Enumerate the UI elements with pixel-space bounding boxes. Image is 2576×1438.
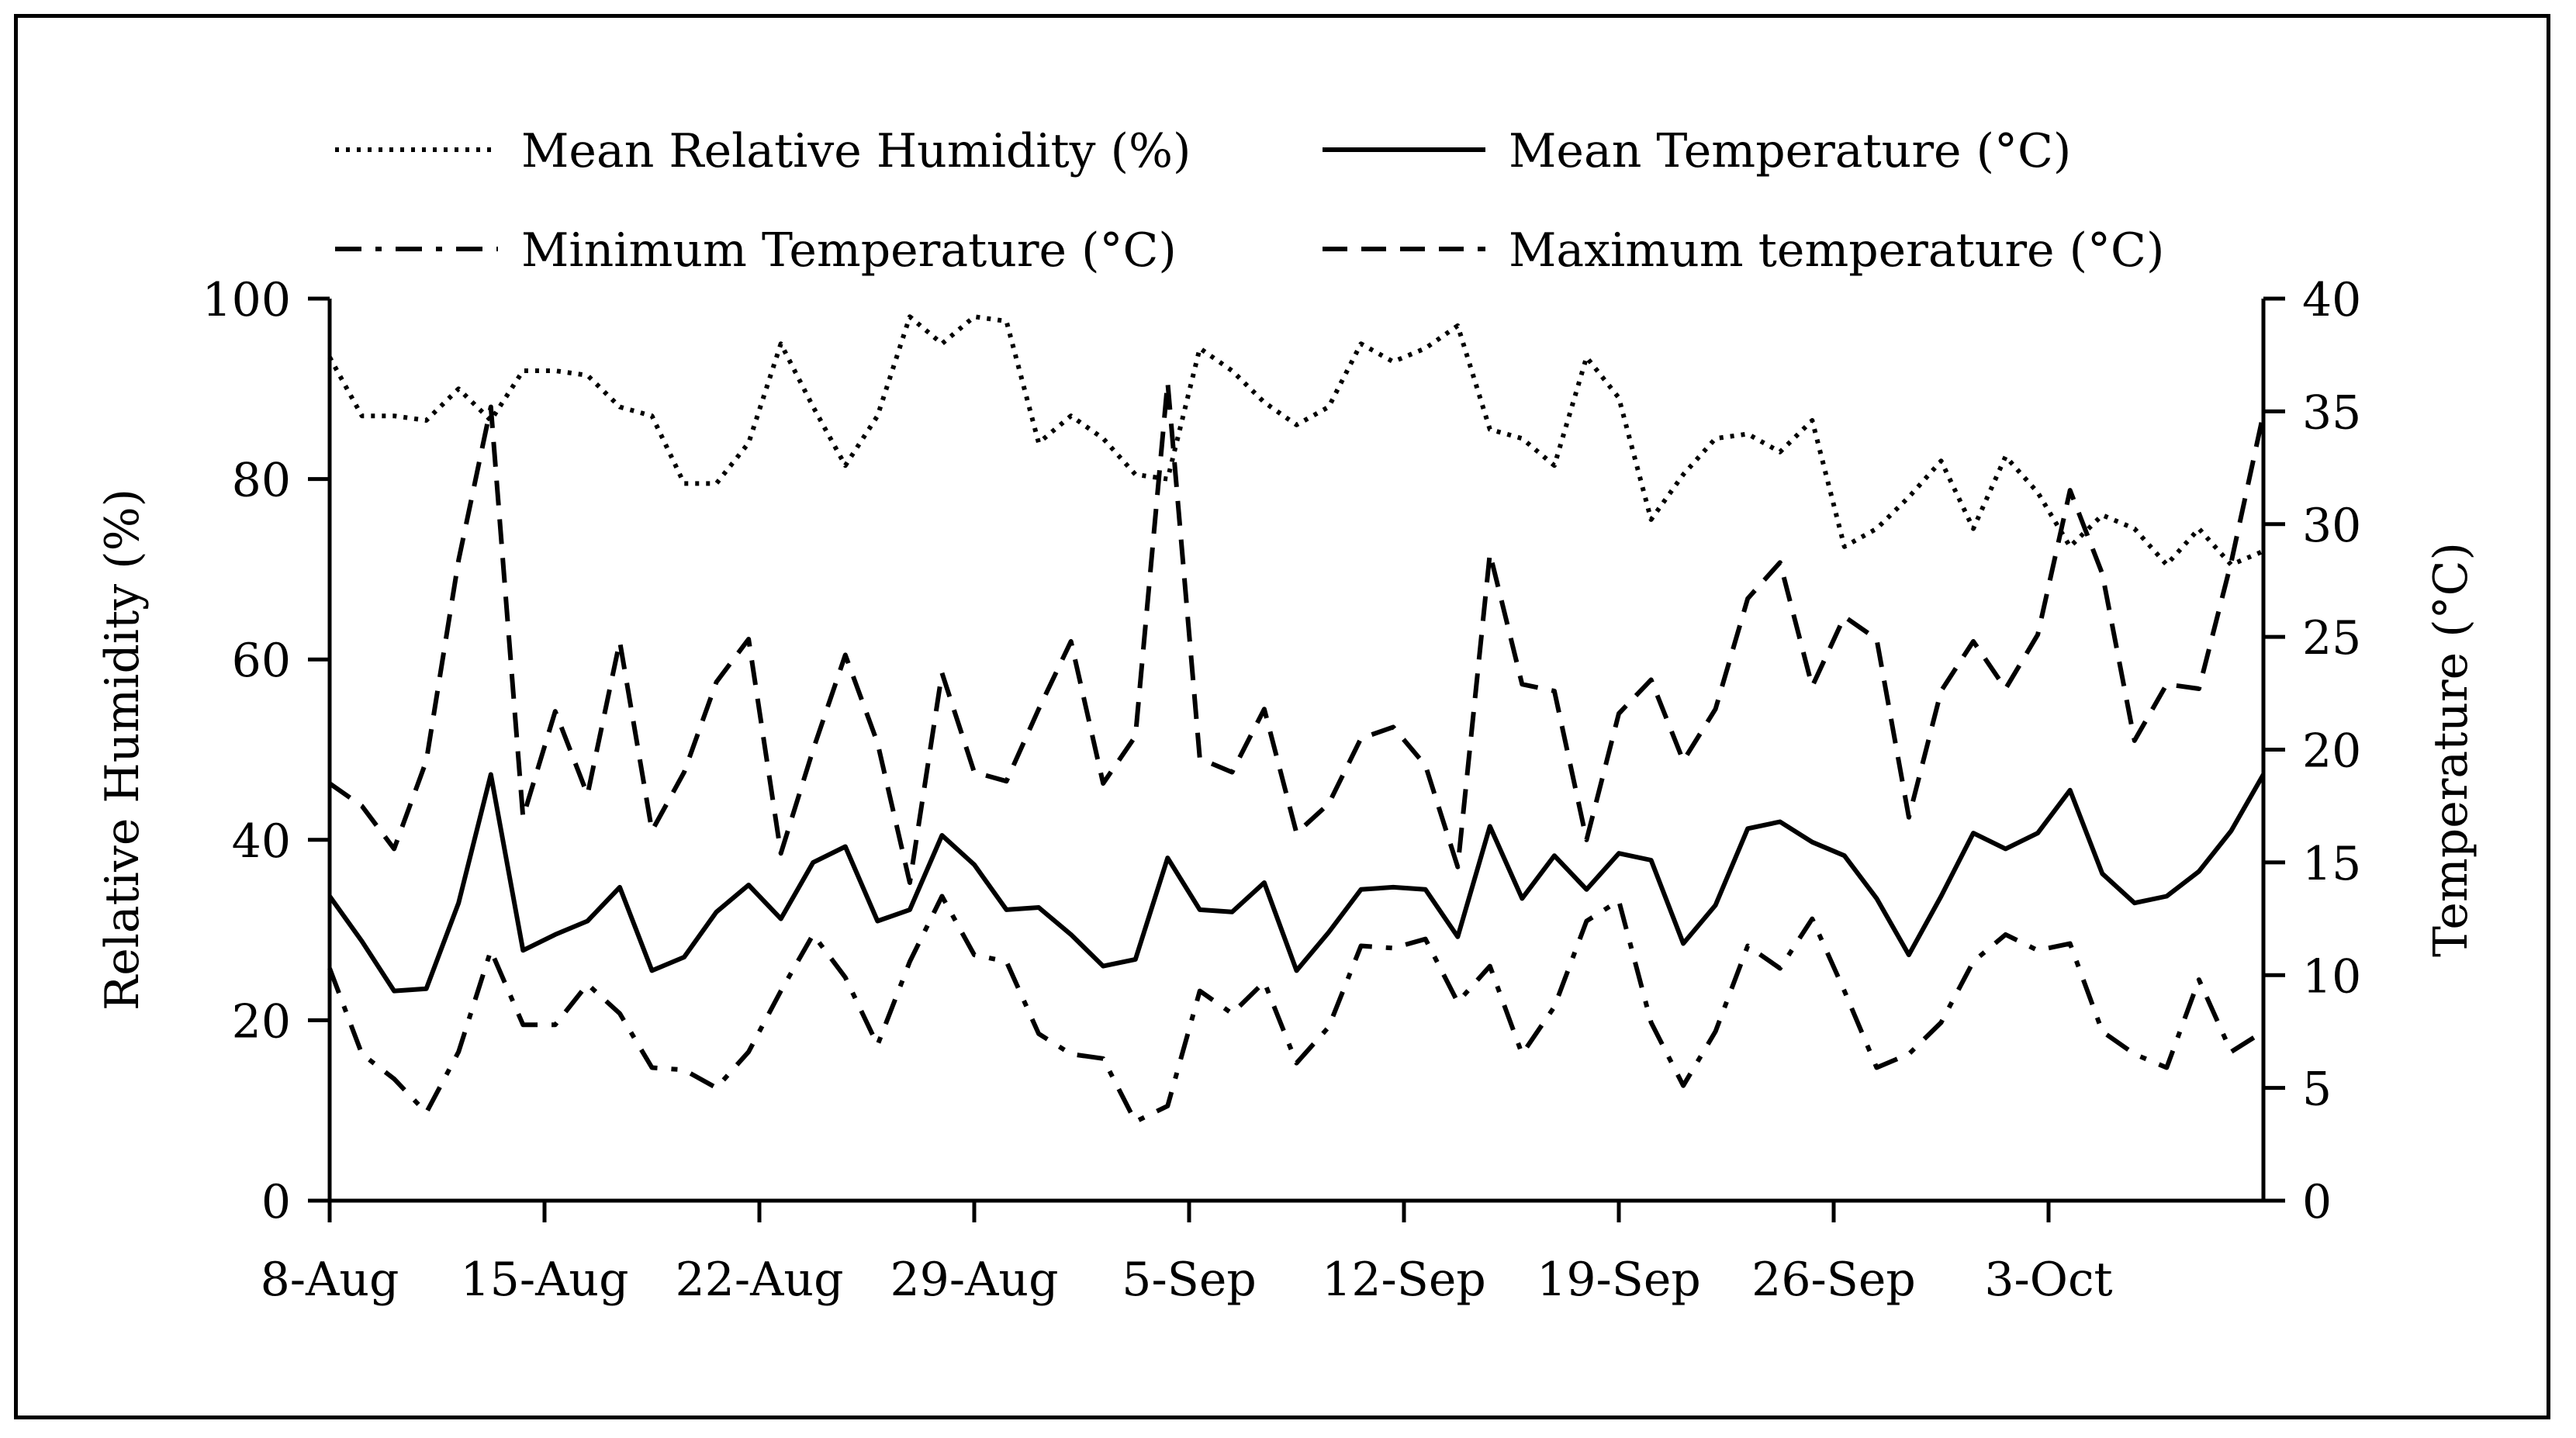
y-left-tick-label: 60 xyxy=(232,634,291,688)
y-right-tick-label: 10 xyxy=(2302,949,2361,1004)
series-group xyxy=(327,314,2266,1125)
y-left-tick-label: 40 xyxy=(232,814,291,869)
y-right-axis-title: Temperature (°C) xyxy=(2424,542,2478,957)
x-tick-label: 8-Aug xyxy=(261,1253,399,1307)
series-line-maximum-temperature xyxy=(328,379,2266,885)
legend-label: Minimum Temperature (°C) xyxy=(521,223,1177,278)
y-left-tick-label: 100 xyxy=(202,273,291,327)
x-tick-label: 19-Sep xyxy=(1537,1253,1701,1307)
series-line-mean-relative-humidity xyxy=(327,314,2265,568)
series-line-minimum-temperature xyxy=(327,894,2265,1125)
y-right-tick-label: 5 xyxy=(2302,1063,2332,1117)
y-right-tick-label: 25 xyxy=(2302,611,2361,665)
y-right-tick-label: 30 xyxy=(2302,499,2361,553)
x-tick-label: 29-Aug xyxy=(890,1253,1058,1307)
y-right-tick-label: 40 xyxy=(2302,273,2361,327)
legend: Mean Relative Humidity (%) Mean Temperatu… xyxy=(335,124,2164,278)
x-tick-label: 3-Oct xyxy=(1984,1253,2112,1307)
x-tick-label: 15-Aug xyxy=(460,1253,628,1307)
y-right-tick-label: 15 xyxy=(2302,837,2361,891)
legend-label: Mean Relative Humidity (%) xyxy=(521,124,1191,178)
y-left-tick-label: 80 xyxy=(232,454,291,508)
x-tick-label: 26-Sep xyxy=(1751,1253,1916,1307)
series-line-mean-temperature xyxy=(327,772,2266,994)
y-right-tick-label: 35 xyxy=(2302,385,2361,440)
y-left-tick-label: 20 xyxy=(232,994,291,1049)
x-tick-label: 22-Aug xyxy=(675,1253,843,1307)
y-left-axis-title: Relative Humidity (%) xyxy=(95,489,150,1011)
legend-label: Mean Temperature (°C) xyxy=(1509,124,2071,178)
y-right-tick-label: 0 xyxy=(2302,1175,2332,1229)
y-right-tick-label: 20 xyxy=(2302,724,2361,779)
axes: 0 20 40 60 80 100 0 5 10 15 20 25 30 35 40 8-Aug 15-Aug 2… xyxy=(95,273,2478,1307)
legend-label: Maximum temperature (°C) xyxy=(1509,223,2164,278)
y-left-tick-label: 0 xyxy=(261,1175,291,1229)
x-tick-label: 12-Sep xyxy=(1322,1253,1486,1307)
x-tick-label: 5-Sep xyxy=(1122,1253,1256,1307)
